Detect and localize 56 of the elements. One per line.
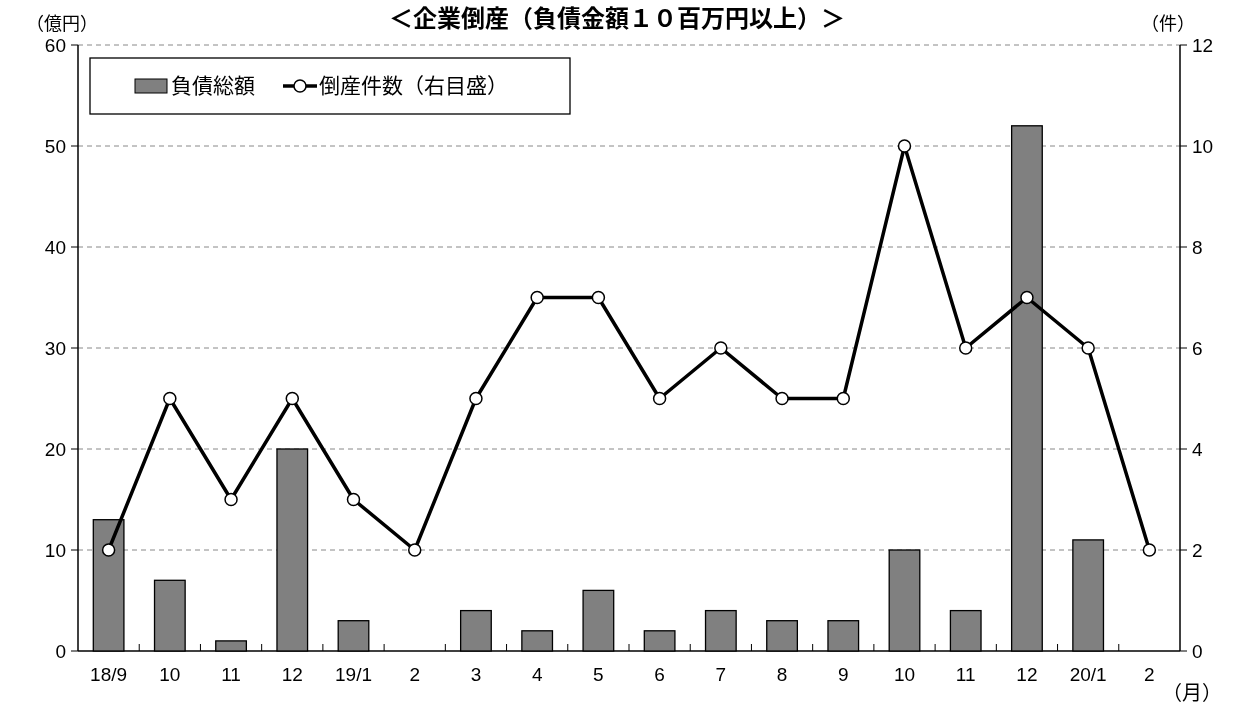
point (469, 391, 483, 406)
point (346, 492, 361, 507)
y2-tick-label: 0 (1192, 641, 1203, 662)
y-tick-label: 0 (55, 641, 66, 662)
y-tick-label: 20 (44, 439, 66, 460)
x-tick-label: 8 (776, 664, 788, 685)
x-tick-label: 18/9 (90, 664, 128, 685)
point (285, 391, 300, 406)
y2-tick-label: 10 (1192, 136, 1214, 157)
point (224, 492, 238, 507)
x-tick-label: 19/1 (335, 664, 372, 685)
y2-axis-title: （件） (1141, 9, 1195, 35)
x-tick-label: 3 (470, 664, 482, 685)
y-tick-label: 10 (44, 540, 66, 561)
point (897, 139, 912, 153)
y-tick-label: 50 (44, 136, 66, 157)
point (1081, 341, 1095, 355)
legend-label: 倒産件数（右目盛） (319, 69, 508, 99)
chart-title: ＜企業倒産（負債金額１０百万円以上）＞ (389, 0, 845, 34)
point (530, 290, 544, 305)
point (1020, 290, 1034, 305)
point (775, 391, 789, 406)
x-tick-label: 5 (593, 664, 604, 685)
y-tick-label: 60 (44, 35, 66, 56)
point (836, 391, 851, 406)
point (652, 391, 667, 406)
x-tick-label: 11 (221, 664, 241, 685)
y-tick-label: 40 (44, 237, 66, 258)
x-tick-label: 2 (1144, 664, 1155, 685)
y2-tick-label: 2 (1192, 540, 1203, 561)
x-axis-title: （月） (1162, 677, 1222, 706)
y2-tick-label: 6 (1192, 338, 1203, 359)
x-tick-label: 6 (654, 664, 665, 685)
point (407, 543, 422, 557)
y2-tick-label: 8 (1192, 237, 1203, 258)
x-tick-label: 12 (1016, 664, 1038, 685)
point (163, 391, 177, 406)
x-tick-label: 10 (159, 664, 181, 685)
point (591, 290, 606, 305)
x-tick-label: 12 (281, 664, 303, 685)
x-tick-label: 11 (955, 664, 976, 685)
point (714, 341, 728, 355)
y-axis-title: （億円） (26, 9, 98, 35)
x-tick-label: 10 (893, 664, 916, 685)
point (958, 341, 973, 355)
point (1142, 543, 1157, 557)
y-tick-label: 30 (44, 338, 66, 359)
x-tick-label: 7 (715, 664, 727, 685)
y2-tick-label: 12 (1192, 35, 1214, 56)
y2-tick-label: 4 (1192, 439, 1203, 460)
point (101, 543, 116, 557)
x-tick-label: 4 (531, 664, 543, 685)
x-tick-label: 20/1 (1069, 664, 1107, 685)
x-tick-label: 9 (837, 664, 849, 685)
legend-label: 負債総額 (171, 69, 255, 99)
x-tick-label: 2 (409, 664, 421, 685)
